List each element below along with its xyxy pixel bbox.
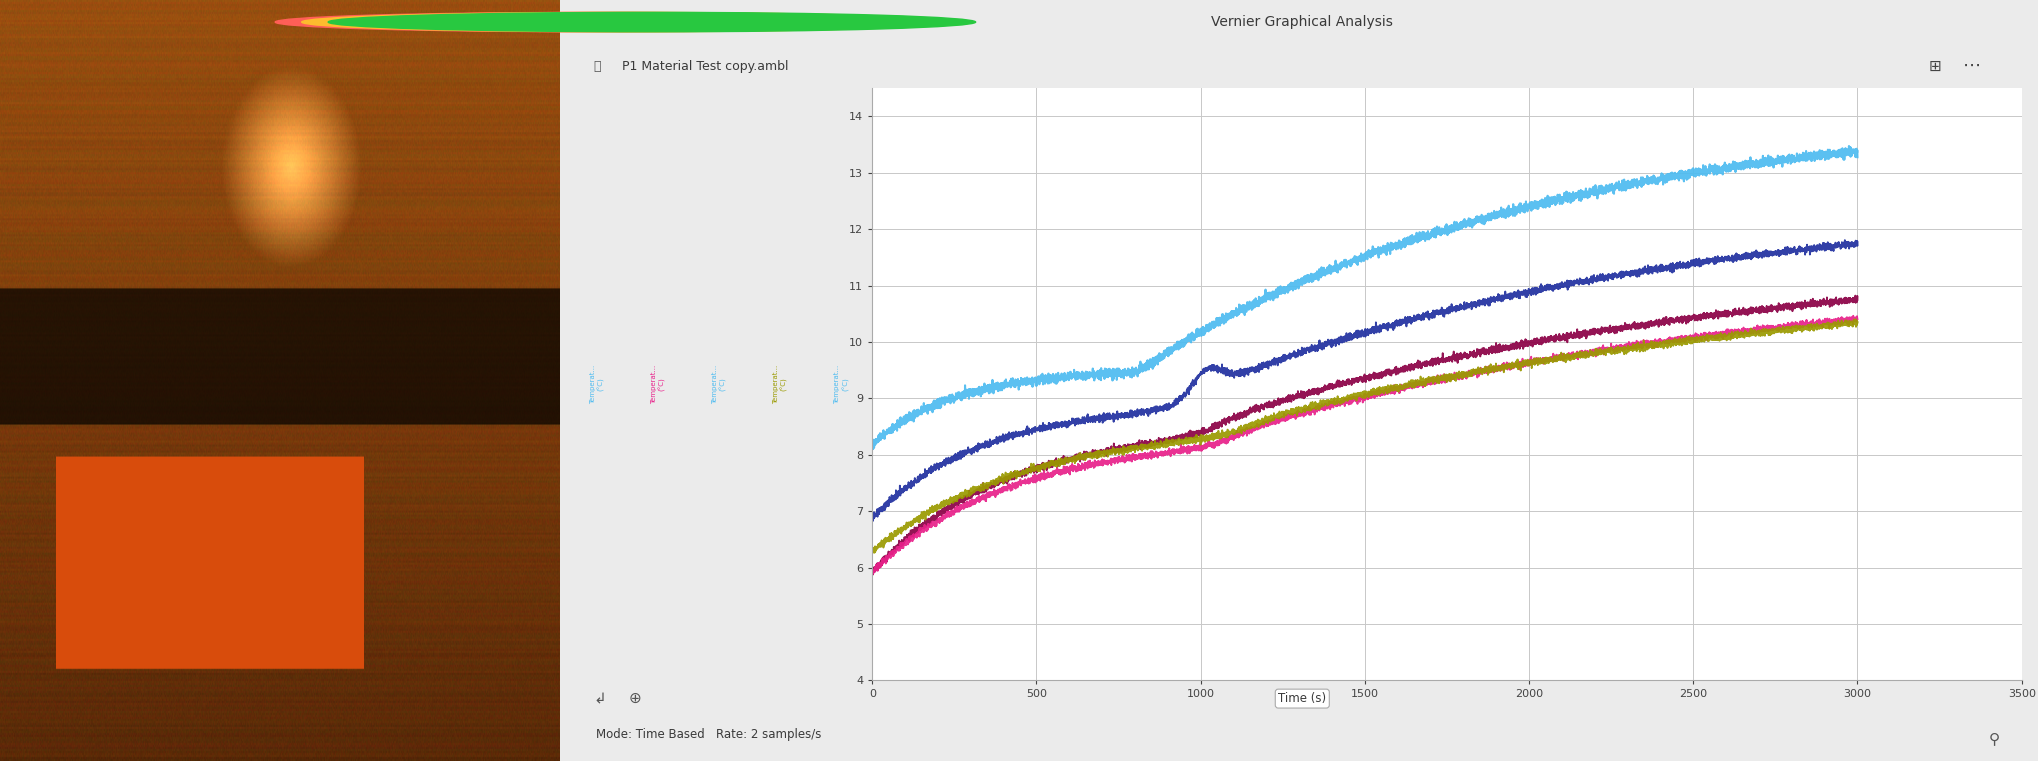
Circle shape [328,12,976,32]
Circle shape [302,12,950,32]
Text: ⊞: ⊞ [1928,59,1942,74]
Text: ↲: ↲ [593,691,605,706]
Text: Temperat...
(°C): Temperat... (°C) [772,365,789,404]
Text: Temperat...
(°C): Temperat... (°C) [650,365,666,404]
Text: ⊕: ⊕ [628,691,642,706]
Text: Mode: Time Based   Rate: 2 samples/s: Mode: Time Based Rate: 2 samples/s [595,728,821,741]
Text: Time (s): Time (s) [1278,692,1327,705]
Text: Temperat...
(°C): Temperat... (°C) [589,365,605,404]
Text: Temperat...
(°C): Temperat... (°C) [711,365,728,404]
Text: ⋯: ⋯ [1963,57,1981,75]
Text: P1 Material Test copy.ambl: P1 Material Test copy.ambl [622,59,789,73]
Text: Temperat...
(°C): Temperat... (°C) [834,365,850,404]
Circle shape [275,12,923,32]
Text: Vernier Graphical Analysis: Vernier Graphical Analysis [1211,15,1394,29]
Text: ⚲: ⚲ [1989,731,1999,747]
Text: ⎕: ⎕ [593,59,601,73]
